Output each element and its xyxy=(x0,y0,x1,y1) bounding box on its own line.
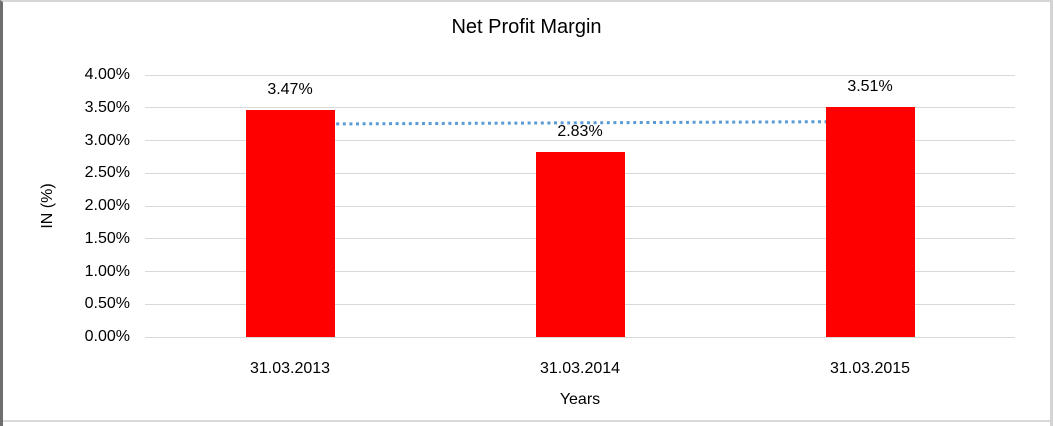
chart-frame-bottom xyxy=(3,420,1050,422)
x-tick-label: 31.03.2013 xyxy=(249,360,331,377)
gridline xyxy=(145,74,1015,76)
bar xyxy=(535,151,625,337)
y-tick-label: 0.50% xyxy=(84,295,130,313)
y-tick-label: 3.50% xyxy=(84,98,130,116)
chart-title: Net Profit Margin xyxy=(451,16,602,38)
x-tick-label: 31.03.2014 xyxy=(539,360,621,377)
y-tick-label: 0.00% xyxy=(84,328,130,345)
bar xyxy=(245,109,335,337)
y-tick-label: 3.00% xyxy=(84,131,130,149)
x-tick-label: 31.03.2015 xyxy=(829,360,911,377)
y-tick-label: 1.00% xyxy=(84,262,130,280)
bar-data-label: 3.47% xyxy=(267,80,313,98)
bar-data-label: 3.51% xyxy=(847,78,893,96)
y-tick-label: 2.50% xyxy=(84,164,130,182)
x-axis-title: Years xyxy=(559,391,601,408)
y-tick-label: 4.00% xyxy=(84,66,130,83)
gridline xyxy=(145,140,1015,141)
gridline xyxy=(145,336,1015,338)
bar-data-label: 2.83% xyxy=(557,122,603,140)
bar xyxy=(825,107,915,337)
gridline xyxy=(145,107,1015,109)
y-tick-label: 2.00% xyxy=(84,197,130,214)
y-tick-label: 1.50% xyxy=(84,229,130,247)
